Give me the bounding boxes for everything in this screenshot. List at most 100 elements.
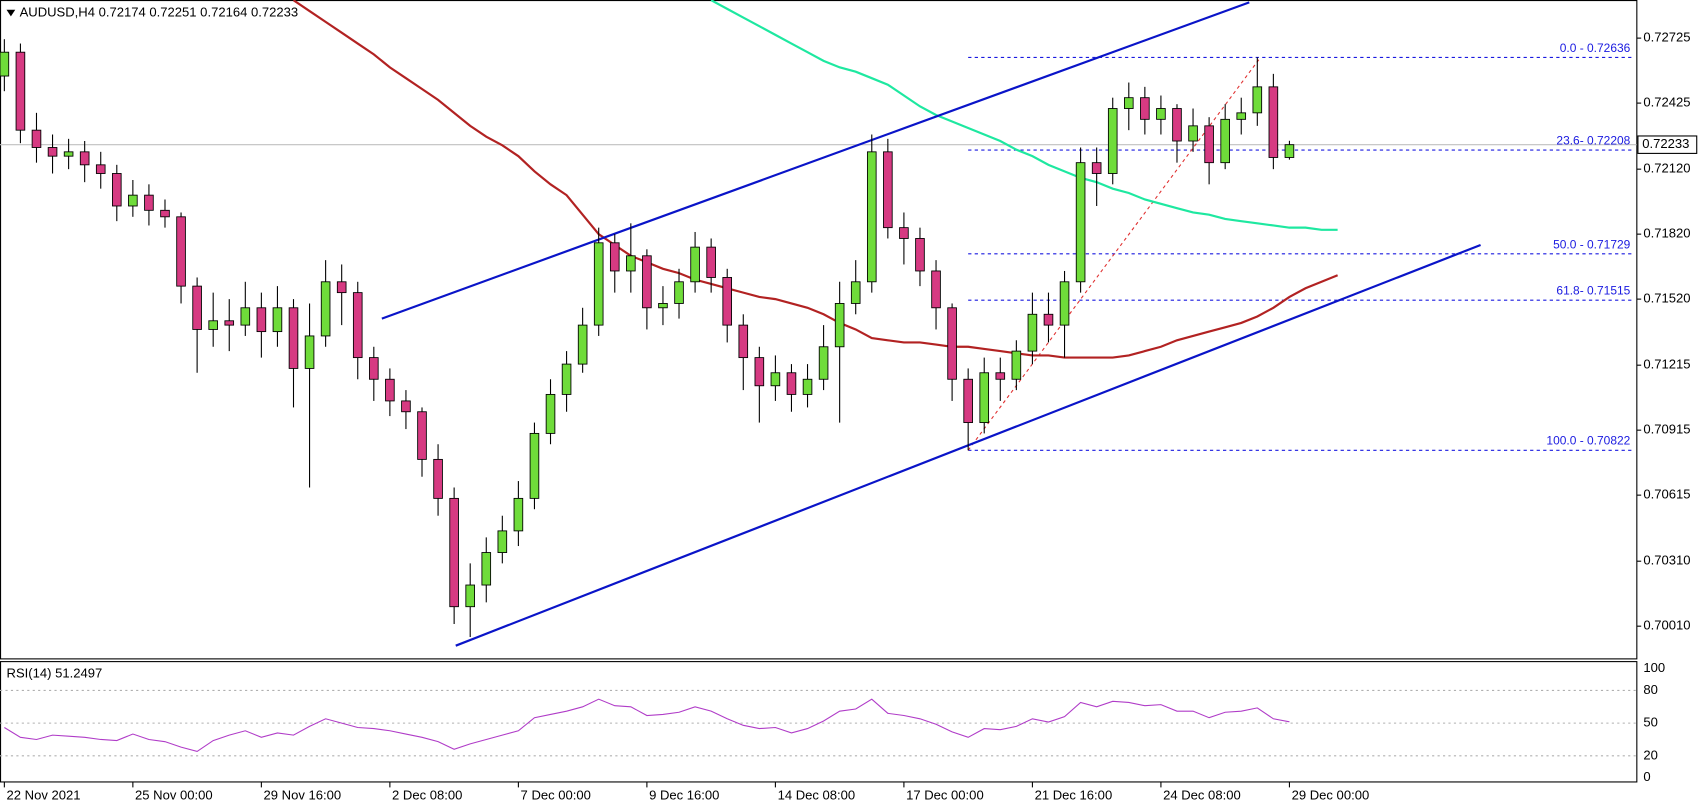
candle-body [577, 324, 588, 365]
candle-body [79, 151, 90, 166]
candle-body [609, 242, 620, 272]
candle-body [979, 372, 990, 424]
rsi-tick-label: 50 [1643, 715, 1658, 730]
y-tick-label: 0.70615 [1643, 487, 1690, 502]
candle-body [995, 372, 1006, 380]
candle-body [1252, 86, 1263, 114]
x-tick-label: 2 Dec 08:00 [392, 788, 462, 803]
candle-body [674, 281, 684, 304]
price-tag: 0.72233 [1642, 136, 1689, 151]
candle-body [1107, 108, 1118, 174]
candle-body [850, 281, 861, 304]
candle-body [834, 303, 845, 348]
x-tick-label: 9 Dec 16:00 [649, 788, 719, 803]
rsi-tick-label: 100 [1643, 660, 1665, 675]
y-tick-label: 0.72425 [1643, 95, 1690, 110]
candle-body [818, 346, 829, 380]
candle-body [690, 246, 700, 283]
rsi-plot [0, 689, 1637, 757]
candle-body [15, 51, 26, 131]
candle-body [128, 194, 138, 207]
candle-body [706, 246, 716, 278]
main-plot: 0.0 - 0.72636 23.6- 0.72208 50.0 - 0.71729… [0, 0, 1637, 647]
candle-body [561, 363, 572, 395]
fib-label: 61.8- 0.71515 [1556, 284, 1630, 298]
candle-body [1236, 112, 1247, 120]
candle-body [433, 458, 443, 499]
candle-body [866, 151, 877, 283]
candle-body [1220, 118, 1230, 164]
candle-body [642, 255, 652, 309]
candle-body [545, 393, 556, 434]
candle-body [401, 400, 411, 413]
y-tick-label: 0.72120 [1643, 161, 1690, 176]
candle-body [1059, 281, 1070, 326]
candle-body [1188, 125, 1198, 142]
chart-title: AUDUSD,H4 0.72174 0.72251 0.72164 0.7223… [20, 5, 299, 20]
candle-body [336, 281, 347, 294]
candle-body [47, 147, 58, 157]
candle-body [320, 281, 331, 337]
x-tick-label: 29 Nov 16:00 [264, 788, 342, 803]
candle-body [658, 303, 668, 309]
candle-body [1140, 97, 1150, 120]
candle-body [304, 335, 315, 369]
candle-body [449, 497, 459, 608]
candle-body [1284, 144, 1295, 158]
candle-body [802, 378, 813, 395]
candle-body [1043, 313, 1054, 326]
candle-body [1027, 313, 1038, 352]
candle-body [240, 307, 251, 326]
candle-body [63, 151, 74, 157]
candle-body [144, 194, 154, 211]
price-tag-box [1637, 135, 1698, 154]
trend-line [381, 1, 1250, 320]
candle-body [754, 357, 765, 387]
candle-body [931, 270, 941, 309]
rsi-title: RSI(14) 51.2497 [7, 666, 103, 681]
x-tick-label: 25 Nov 00:00 [135, 788, 213, 803]
candle-body [95, 164, 106, 174]
candle-body [369, 357, 379, 380]
x-tick-label: 7 Dec 00:00 [521, 788, 591, 803]
moving-average [292, 0, 1339, 359]
y-tick-label: 0.71820 [1643, 226, 1690, 241]
candle-body [513, 497, 524, 532]
rsi-tick-label: 0 [1643, 769, 1650, 784]
x-tick-label: 14 Dec 08:00 [778, 788, 856, 803]
overlay: AUDUSD,H4 0.72174 0.72251 0.72164 0.7223… [3, 5, 1698, 803]
menu-triangle [6, 9, 16, 17]
moving-average [710, 0, 1338, 231]
candle-body [915, 238, 925, 272]
rsi-tick-label: 20 [1643, 747, 1658, 762]
candle-body [1172, 108, 1182, 142]
candle-body [385, 378, 395, 402]
candle-body [481, 552, 492, 586]
candle-body [626, 255, 636, 272]
fib-label: 50.0 - 0.71729 [1553, 237, 1631, 251]
candle-body [529, 432, 540, 499]
candle-body [1075, 162, 1086, 283]
candle-body [899, 227, 909, 239]
candle-body [31, 129, 42, 148]
y-tick-label: 0.70010 [1643, 618, 1690, 633]
candle-body [208, 320, 218, 330]
candle-body [176, 216, 186, 287]
rsi-tick-label: 80 [1643, 682, 1658, 697]
candle-body [770, 372, 781, 387]
x-tick-label: 24 Dec 08:00 [1163, 788, 1241, 803]
candle-body [1011, 350, 1022, 380]
x-tick-label: 21 Dec 16:00 [1035, 788, 1113, 803]
rsi-frame [0, 661, 1638, 783]
candle-body [160, 209, 170, 218]
fib-label: 0.0 - 0.72636 [1560, 41, 1631, 55]
candle-body [288, 307, 299, 369]
candle-body [352, 292, 363, 359]
candle-body [1124, 97, 1134, 109]
candle-body [465, 584, 475, 608]
candle-body [256, 307, 267, 333]
y-tick-label: 0.70310 [1643, 553, 1690, 568]
candle-body [1204, 125, 1214, 164]
